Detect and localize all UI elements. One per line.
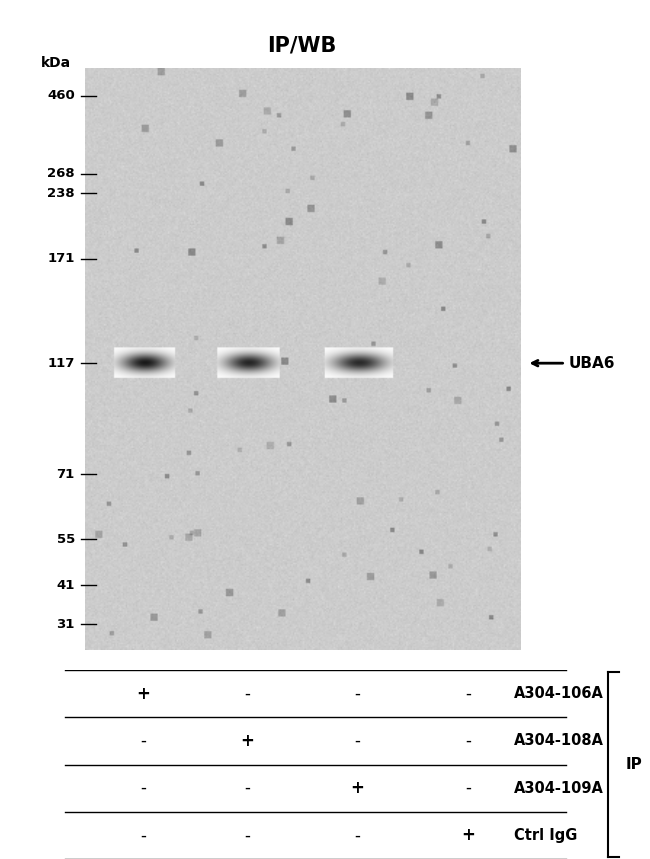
Text: +: + xyxy=(461,826,475,844)
Text: -: - xyxy=(140,826,146,844)
Text: kDa: kDa xyxy=(42,57,72,70)
Text: 117: 117 xyxy=(47,356,75,369)
Text: IP: IP xyxy=(625,757,642,772)
Text: -: - xyxy=(244,779,250,797)
Text: A304-108A: A304-108A xyxy=(514,734,603,748)
Text: -: - xyxy=(244,685,250,703)
Text: UBA6: UBA6 xyxy=(569,356,616,371)
Text: 41: 41 xyxy=(57,579,75,592)
Text: 31: 31 xyxy=(57,618,75,631)
Text: -: - xyxy=(244,826,250,844)
Text: -: - xyxy=(140,779,146,797)
Text: Ctrl IgG: Ctrl IgG xyxy=(514,828,577,843)
Text: +: + xyxy=(240,732,254,750)
Text: 71: 71 xyxy=(57,467,75,481)
Text: -: - xyxy=(354,732,361,750)
Text: 460: 460 xyxy=(47,89,75,102)
Text: -: - xyxy=(354,685,361,703)
Text: -: - xyxy=(465,732,471,750)
Text: 238: 238 xyxy=(47,187,75,200)
Text: -: - xyxy=(140,732,146,750)
Text: -: - xyxy=(465,685,471,703)
Text: +: + xyxy=(136,685,150,703)
Text: +: + xyxy=(350,779,365,797)
Text: -: - xyxy=(465,779,471,797)
Text: -: - xyxy=(354,826,361,844)
Text: A304-109A: A304-109A xyxy=(514,781,603,795)
Bar xyxy=(84,70,520,650)
Text: 55: 55 xyxy=(57,533,75,546)
Text: IP/WB: IP/WB xyxy=(268,35,337,56)
Text: 268: 268 xyxy=(47,168,75,180)
Text: 171: 171 xyxy=(47,253,75,265)
Text: A304-106A: A304-106A xyxy=(514,686,603,701)
